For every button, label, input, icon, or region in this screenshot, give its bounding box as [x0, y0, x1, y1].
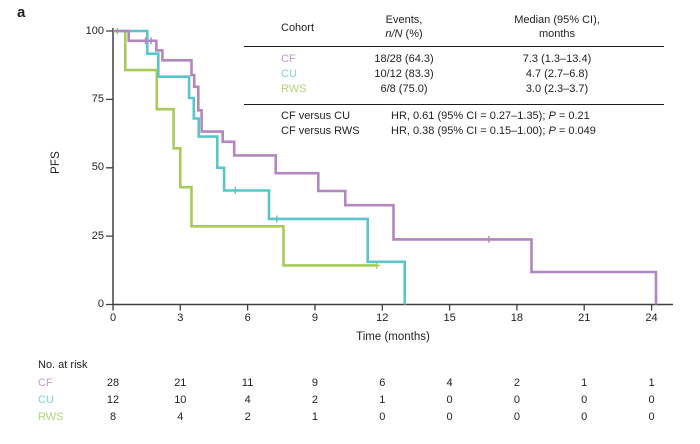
risk-count-cu-m18: 0	[513, 394, 520, 406]
risk-count-cu-m9: 2	[311, 394, 319, 406]
censor-mark-cu	[273, 215, 281, 223]
risk-count-cf-m18: 2	[513, 377, 520, 389]
stats-row-cu-median: 4.7 (2.7–6.8)	[525, 68, 589, 80]
comparison-cf-rws-stat: HR, 0.38 (95% CI = 0.15–1.00); P = 0.049	[391, 125, 596, 137]
x-tick-label-9: 9	[311, 312, 319, 324]
risk-row-label-rws: RWS	[38, 411, 64, 423]
stats-row-cf-events: 18/28 (64.3)	[374, 53, 434, 65]
p-value: = 0.21	[555, 110, 590, 122]
stats-table-rule-top	[244, 46, 664, 47]
risk-count-rws-m0: 8	[109, 411, 117, 423]
stats-table-rule-bottom	[244, 104, 664, 105]
stats-header-events-line1: Events,	[385, 14, 423, 26]
km-curve-cu	[113, 29, 406, 305]
censor-mark-cu	[231, 187, 239, 194]
comparison-cf-rws-label: CF versus RWS	[281, 125, 360, 137]
risk-count-rws-m21: 0	[581, 411, 588, 423]
stats-header-median-line2: months	[538, 28, 576, 41]
stats-header-events-nN: n/N	[385, 28, 403, 41]
comparison-cf-cu-label: CF versus CU	[281, 110, 351, 122]
risk-count-cf-m24: 1	[648, 377, 655, 389]
risk-count-cf-m12: 6	[379, 377, 386, 389]
y-tick-label-75: 75	[91, 92, 104, 105]
axis-ticks	[106, 30, 653, 311]
stats-row-cu-cohort: CU	[281, 68, 297, 80]
y-tick-label-100: 100	[85, 24, 104, 37]
risk-count-cf-m21: 1	[581, 377, 588, 389]
x-tick-label-12: 12	[376, 312, 389, 324]
x-tick-label-3: 3	[177, 312, 184, 324]
stats-row-cf-median: 7.3 (1.3–13.4)	[522, 53, 592, 65]
comparison-cf-cu-stat: HR, 0.61 (95% CI = 0.27–1.35); P = 0.21	[391, 110, 590, 122]
risk-count-cu-m6: 4	[244, 394, 251, 406]
stats-row-rws-median: 3.0 (2.3–3.7)	[525, 83, 589, 95]
y-tick-label-50: 50	[91, 161, 104, 174]
risk-count-cu-m12: 1	[379, 394, 386, 406]
risk-count-cf-m15: 4	[446, 377, 453, 389]
risk-count-cf-m0: 28	[106, 377, 120, 389]
stats-row-rws-events: 6/8 (75.0)	[380, 83, 428, 95]
risk-count-cf-m9: 9	[311, 377, 319, 389]
y-tick-label-25: 25	[91, 229, 104, 242]
x-tick-label-15: 15	[443, 312, 456, 324]
p-symbol: P	[548, 125, 556, 137]
stats-header-events-pct: (%)	[402, 28, 423, 41]
stats-header-events: Events, n/N (%)	[342, 13, 466, 42]
stats-row-cf-cohort: CF	[281, 53, 296, 65]
risk-count-cf-m3: 21	[174, 377, 187, 389]
y-tick-label-0: 0	[97, 298, 104, 310]
risk-count-cu-m15: 0	[446, 394, 453, 406]
stats-row-cu-events: 10/12 (83.3)	[374, 68, 434, 80]
risk-count-rws-m6: 2	[244, 411, 251, 423]
axes-lines	[112, 28, 673, 306]
p-value: = 0.049	[555, 125, 596, 137]
risk-table-title: No. at risk	[38, 359, 88, 371]
censor-mark-cf	[485, 236, 493, 243]
risk-count-rws-m15: 0	[446, 411, 453, 423]
risk-count-rws-m9: 1	[311, 411, 319, 423]
x-axis-label: Time (months)	[356, 331, 430, 343]
risk-count-rws-m12: 0	[379, 411, 386, 423]
km-curve-rws	[113, 29, 378, 267]
p-symbol: P	[548, 110, 556, 122]
risk-count-cu-m21: 0	[581, 394, 588, 406]
risk-count-cu-m3: 10	[174, 394, 187, 406]
x-tick-label-24: 24	[645, 312, 658, 324]
hr-text: HR, 0.61 (95% CI = 0.27–1.35);	[391, 110, 549, 122]
censor-mark-rws	[373, 262, 381, 269]
stats-table: Cohort Events, n/N (%) Median (95% CI), mo…	[244, 13, 666, 143]
stats-header-median-line1: Median (95% CI),	[514, 14, 600, 26]
risk-row-label-cf: CF	[38, 377, 53, 389]
stats-row-rws-cohort: RWS	[281, 83, 307, 95]
risk-count-rws-m18: 0	[513, 411, 520, 423]
risk-count-cu-m24: 0	[648, 394, 655, 406]
x-tick-label-6: 6	[244, 312, 251, 324]
censor-mark-cf	[147, 37, 155, 45]
x-tick-label-18: 18	[510, 312, 524, 324]
stats-header-median: Median (95% CI), months	[466, 13, 648, 42]
hr-text: HR, 0.38 (95% CI = 0.15–1.00);	[391, 125, 549, 137]
x-tick-label-21: 21	[578, 312, 591, 324]
y-axis-label: PFS	[50, 151, 62, 174]
risk-row-label-cu: CU	[38, 394, 54, 406]
panel-label: a	[17, 4, 26, 21]
km-curve-cf	[113, 29, 658, 305]
x-tick-label-0: 0	[109, 312, 117, 324]
risk-count-rws-m3: 4	[177, 411, 184, 423]
risk-count-rws-m24: 0	[648, 411, 655, 423]
risk-count-cf-m6: 11	[241, 377, 254, 389]
risk-count-cu-m0: 12	[106, 394, 120, 406]
stats-header-cohort: Cohort	[281, 22, 315, 34]
